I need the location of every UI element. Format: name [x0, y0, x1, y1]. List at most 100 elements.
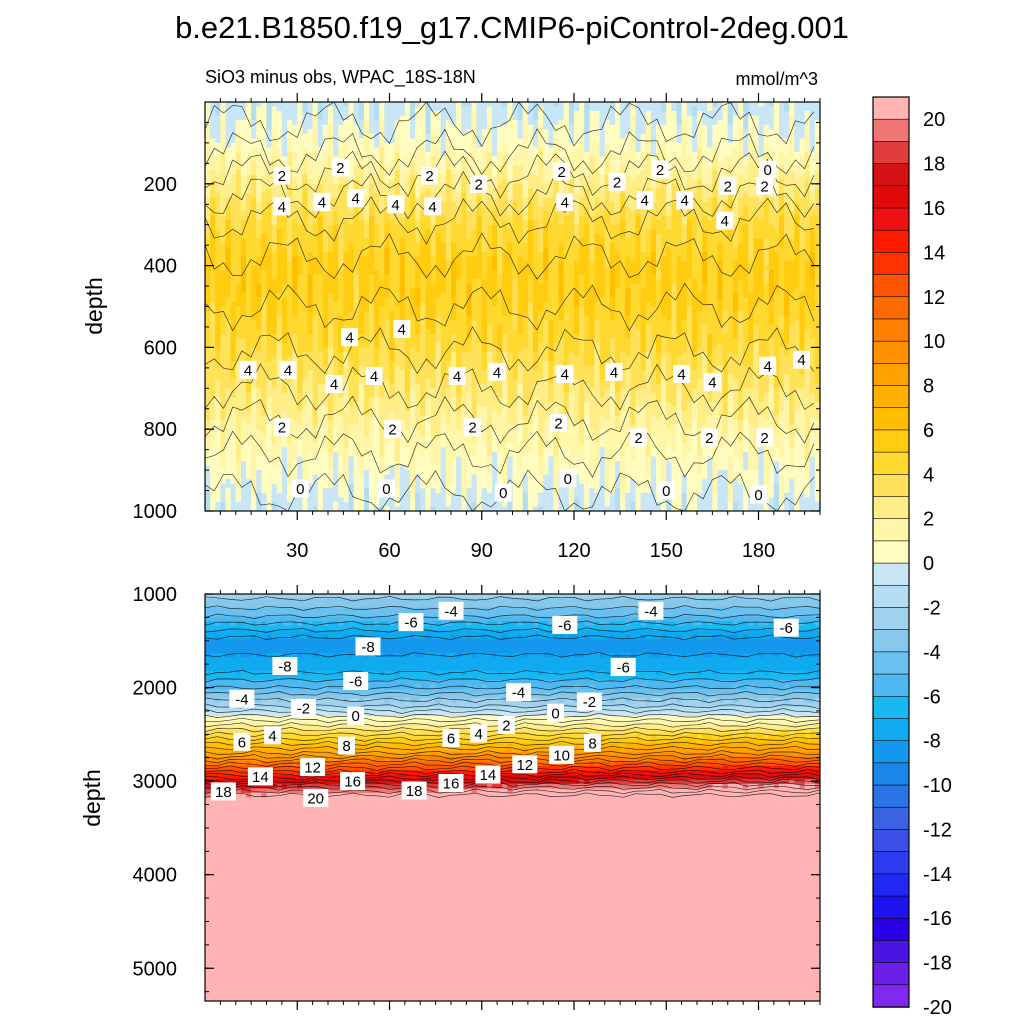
upper-field-cell — [471, 388, 478, 394]
upper-field-cell — [404, 411, 411, 417]
upper-field-cell — [343, 197, 350, 203]
upper-field-cell — [451, 424, 457, 430]
upper-field-cell — [451, 106, 457, 112]
upper-field-cell — [410, 461, 416, 467]
upper-field-cell — [312, 170, 319, 176]
upper-field-cell — [230, 229, 237, 235]
upper-field-cell — [399, 311, 406, 317]
upper-field-cell — [343, 461, 350, 467]
upper-field-cell — [297, 442, 303, 448]
upper-field-cell — [440, 438, 447, 444]
upper-field-cell — [358, 211, 365, 217]
upper-field-cell — [440, 351, 447, 358]
upper-field-cell — [230, 129, 237, 135]
upper-field-cell — [369, 183, 375, 189]
upper-field-cell — [451, 111, 457, 117]
upper-field-cell — [435, 420, 442, 426]
upper-field-cell — [302, 292, 309, 299]
upper-field-cell — [430, 429, 437, 435]
upper-field-cell — [281, 215, 288, 221]
upper-field-cell — [369, 270, 375, 276]
upper-field-cell — [410, 270, 416, 276]
upper-field-cell — [256, 256, 262, 262]
upper-field-cell — [476, 356, 483, 362]
upper-field-cell — [471, 161, 478, 167]
upper-field-cell — [389, 388, 396, 394]
upper-field-cell — [410, 111, 416, 117]
upper-field-cell — [471, 492, 478, 498]
upper-field-cell — [374, 392, 380, 398]
upper-field-cell — [328, 270, 334, 276]
upper-field-cell — [276, 356, 283, 362]
upper-field-cell — [281, 151, 288, 158]
upper-field-cell — [328, 451, 334, 458]
upper-field-cell — [210, 283, 216, 289]
upper-field-cell — [322, 279, 329, 285]
upper-field-cell — [425, 192, 432, 199]
upper-field-cell — [415, 183, 421, 189]
upper-field-cell — [215, 356, 221, 362]
upper-field-cell — [353, 183, 360, 189]
upper-field-cell — [317, 106, 324, 112]
upper-field-cell — [348, 497, 355, 503]
upper-field-cell — [240, 320, 247, 326]
upper-field-cell — [394, 211, 401, 217]
upper-field-cell — [215, 224, 221, 230]
upper-field-cell — [225, 238, 232, 244]
upper-field-cell — [287, 465, 293, 471]
upper-field-cell — [420, 411, 426, 417]
upper-field-cell — [266, 351, 273, 358]
upper-field-cell — [461, 238, 467, 244]
upper-field-cell — [415, 274, 421, 280]
upper-field-cell — [410, 274, 416, 280]
upper-field-cell — [389, 329, 396, 335]
upper-field-cell — [374, 161, 380, 167]
upper-field-cell — [287, 397, 293, 403]
upper-field-cell — [415, 501, 421, 508]
upper-field-cell — [404, 297, 411, 303]
upper-field-cell — [471, 488, 478, 494]
upper-field-cell — [410, 311, 416, 317]
upper-field-cell — [266, 442, 273, 448]
upper-field-cell — [363, 351, 370, 358]
upper-field-cell — [261, 188, 268, 194]
upper-field-cell — [415, 383, 421, 389]
upper-field-cell — [358, 356, 365, 362]
upper-field-cell — [256, 270, 262, 276]
upper-field-cell — [353, 142, 360, 149]
upper-field-cell — [322, 288, 329, 294]
upper-field-cell — [466, 270, 473, 276]
upper-field-cell — [328, 129, 334, 135]
upper-field-cell — [266, 397, 273, 403]
upper-field-cell — [451, 238, 457, 244]
upper-field-cell — [225, 174, 232, 180]
upper-field-cell — [384, 370, 391, 376]
upper-field-cell — [389, 361, 396, 367]
upper-field-cell — [389, 106, 396, 112]
upper-field-cell — [471, 247, 478, 253]
upper-field-cell — [481, 242, 488, 249]
upper-field-cell — [369, 420, 375, 426]
upper-field-cell — [399, 392, 406, 398]
upper-field-cell — [215, 142, 221, 149]
upper-field-cell — [287, 224, 293, 230]
upper-field-cell — [471, 365, 478, 371]
upper-field-cell — [435, 156, 442, 162]
upper-field-cell — [363, 188, 370, 194]
upper-field-cell — [420, 242, 426, 249]
upper-field-cell — [276, 220, 283, 226]
upper-field-cell — [374, 283, 380, 289]
upper-field-cell — [328, 297, 334, 303]
upper-field-cell — [220, 388, 227, 394]
upper-field-cell — [220, 506, 227, 511]
upper-field-cell — [481, 342, 488, 348]
upper-field-cell — [440, 201, 447, 208]
upper-field-cell — [425, 161, 432, 167]
upper-field-cell — [225, 151, 232, 158]
upper-field-cell — [379, 183, 385, 189]
upper-field-cell — [435, 356, 442, 362]
upper-field-cell — [430, 188, 437, 194]
upper-field-cell — [435, 215, 442, 221]
upper-field-cell — [271, 288, 278, 294]
upper-field-cell — [343, 483, 350, 489]
